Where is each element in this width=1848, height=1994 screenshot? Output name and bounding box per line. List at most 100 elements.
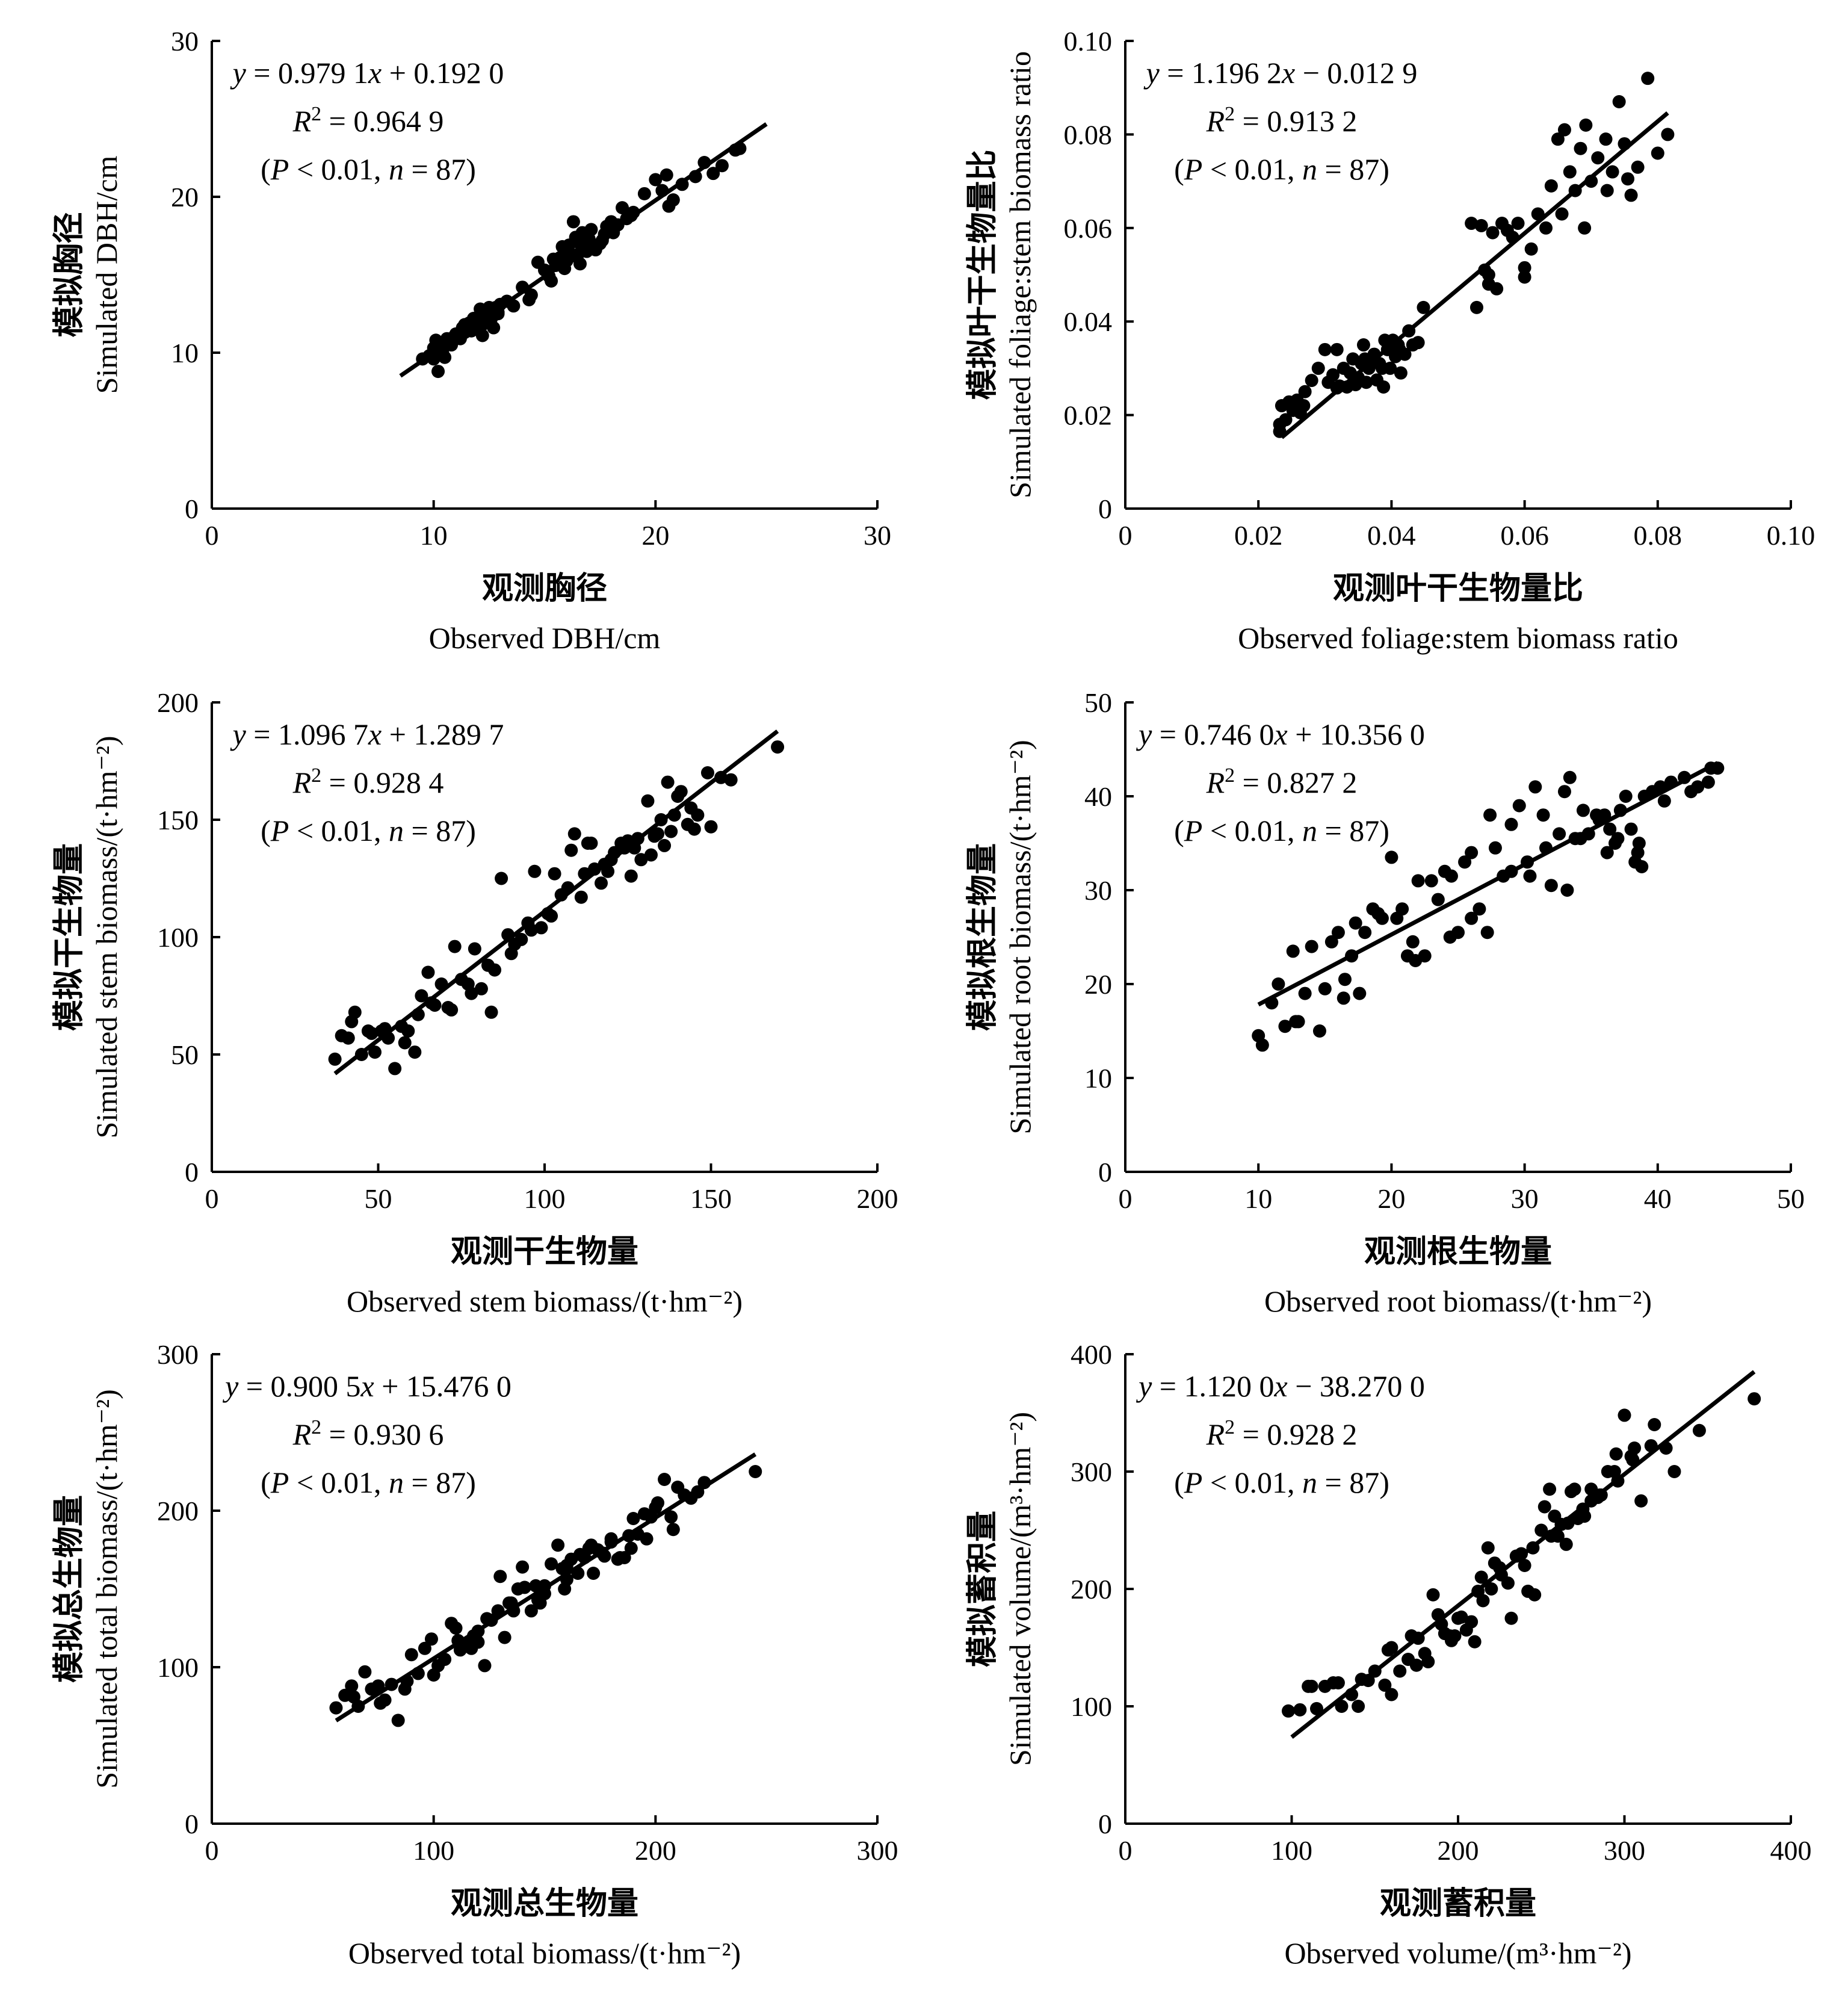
data-point xyxy=(1748,1392,1761,1406)
data-point xyxy=(1426,1588,1440,1602)
data-point xyxy=(595,876,608,890)
data-point xyxy=(1335,1700,1349,1713)
data-point xyxy=(545,909,558,923)
r2-symbol: R xyxy=(1206,104,1225,138)
data-point xyxy=(365,1026,379,1040)
data-point xyxy=(1381,1643,1395,1657)
data-point xyxy=(1318,982,1332,995)
r-squared: R2 = 0.913 2 xyxy=(1206,103,1358,138)
data-point xyxy=(1611,832,1625,846)
x-tick-label: 100 xyxy=(413,1835,454,1866)
data-point xyxy=(1701,775,1715,789)
data-point xyxy=(1584,175,1598,188)
x-axis-title: Observed volume/(m³·hm⁻²) xyxy=(1284,1936,1631,1970)
data-point xyxy=(1504,1611,1518,1625)
data-point xyxy=(524,923,538,937)
data-point xyxy=(1483,808,1497,822)
y-axis-title: Simulated stem biomass/(t·hm⁻²) xyxy=(90,735,123,1138)
data-point xyxy=(1600,184,1614,197)
eq-y: y xyxy=(222,1369,239,1403)
p-open: ( xyxy=(1174,814,1184,847)
y-tick-label: 300 xyxy=(1071,1457,1112,1487)
data-point xyxy=(1286,944,1300,958)
n-value: = 87) xyxy=(404,1466,476,1499)
data-point xyxy=(1621,172,1635,186)
regression-line xyxy=(1257,761,1719,1007)
data-point xyxy=(1618,1408,1631,1422)
data-point xyxy=(1521,855,1534,869)
data-point xyxy=(1553,827,1566,841)
data-point xyxy=(644,848,658,862)
y-tick-label: 100 xyxy=(157,1652,199,1683)
data-point xyxy=(1664,775,1678,789)
data-point xyxy=(1331,926,1345,940)
eq-y: y xyxy=(230,56,247,90)
data-point xyxy=(1565,1485,1578,1499)
data-point xyxy=(1305,374,1318,388)
data-point xyxy=(378,1022,392,1036)
x-tick-label: 0 xyxy=(205,1183,219,1214)
data-point xyxy=(467,1629,481,1643)
n-value: = 87) xyxy=(1317,1466,1389,1499)
data-point xyxy=(391,1714,405,1727)
data-point xyxy=(706,167,720,181)
p-symbol: P xyxy=(270,1466,289,1499)
data-point xyxy=(1624,1449,1638,1463)
data-point xyxy=(358,1665,372,1679)
p-value: < 0.01, xyxy=(289,152,389,186)
data-point xyxy=(528,864,542,878)
data-point xyxy=(453,1643,467,1657)
y-axis-title: Simulated total biomass/(t·hm⁻²) xyxy=(90,1389,123,1789)
data-point xyxy=(1358,926,1372,940)
y-tick-label: 10 xyxy=(171,338,199,368)
data-point xyxy=(733,141,747,155)
data-point xyxy=(1692,1423,1706,1437)
data-point xyxy=(516,1560,530,1574)
x-tick-label: 400 xyxy=(1770,1835,1812,1866)
data-point xyxy=(578,867,592,881)
y-tick-label: 0 xyxy=(1098,1809,1112,1839)
regression-equation: y = 0.746 0x + 10.356 0 xyxy=(1136,717,1425,751)
data-point xyxy=(1661,128,1675,141)
y-tick-label: 100 xyxy=(1071,1691,1112,1722)
p-symbol: P xyxy=(1184,152,1203,186)
eq-slope: = 1.196 2 xyxy=(1160,56,1282,90)
eq-x: x xyxy=(1274,1369,1288,1403)
data-point xyxy=(1424,874,1438,888)
data-point xyxy=(715,159,729,173)
data-point xyxy=(1551,132,1565,146)
data-point xyxy=(595,1546,609,1560)
data-point xyxy=(1305,1679,1318,1693)
data-point xyxy=(1312,1024,1326,1038)
data-point xyxy=(404,1648,418,1662)
data-point xyxy=(1624,188,1638,202)
p-open: ( xyxy=(1174,1466,1184,1499)
data-point xyxy=(458,318,472,332)
data-point xyxy=(448,940,462,953)
data-point xyxy=(671,790,685,803)
data-point xyxy=(1711,761,1725,775)
data-point xyxy=(1468,1635,1482,1649)
chart-panel-4: 0 10 20 30 40 50 0 10 20 30 40 50 观测根生物量 Observed roo… xyxy=(965,687,1805,1318)
data-point xyxy=(474,982,488,995)
data-point xyxy=(1504,864,1518,878)
p-value: < 0.01, xyxy=(289,814,389,847)
data-point xyxy=(1311,361,1325,375)
data-point xyxy=(1631,160,1645,174)
data-point xyxy=(1563,165,1577,179)
data-point xyxy=(584,223,598,237)
data-point xyxy=(1581,827,1595,841)
data-point xyxy=(697,1476,711,1490)
chart-panel-3: 0 50 100 150 200 0 50 100 150 200 观测干生物量 Observed s… xyxy=(51,687,898,1318)
data-point xyxy=(493,1570,507,1584)
x-tick-label: 0.08 xyxy=(1634,520,1683,551)
eq-slope: = 0.979 1 xyxy=(246,56,368,90)
eq-intercept: − 0.012 9 xyxy=(1295,56,1417,90)
data-point xyxy=(1480,926,1494,940)
p-symbol: P xyxy=(1184,1466,1203,1499)
data-point xyxy=(328,1052,342,1066)
data-point xyxy=(1338,973,1352,986)
y-axis-title-cn: 模拟总生物量 xyxy=(51,1495,87,1683)
data-point xyxy=(1349,916,1362,930)
data-point xyxy=(438,1653,452,1666)
